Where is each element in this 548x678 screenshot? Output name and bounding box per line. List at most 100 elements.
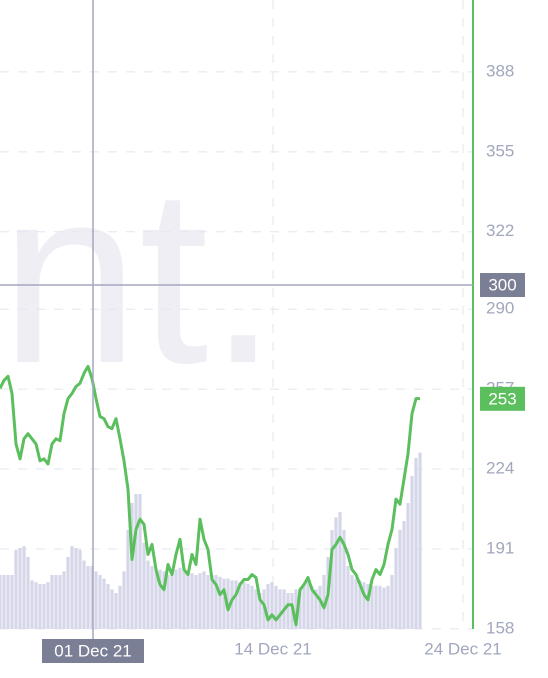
volume-bar [42,584,46,629]
volume-bar [370,585,374,629]
volume-bar [138,494,142,629]
volume-bar [58,575,62,629]
volume-bar [358,580,362,629]
volume-bar [106,584,110,629]
volume-bar [130,503,134,629]
volume-bar [238,582,242,629]
volume-bar [198,573,202,629]
volume-bar [178,567,182,629]
volume-bar [110,589,114,629]
y-tick-label: 224 [486,459,514,478]
volume-bar [346,566,350,629]
price-line [0,364,420,627]
volume-bar [62,571,66,629]
volume-bar [334,517,338,629]
y-tick-label: 158 [486,618,514,637]
volume-bar [142,542,146,629]
volume-bar [150,566,154,629]
volume-bar [310,585,314,629]
volume-bar [18,548,22,629]
crosshair-price-box [480,273,525,298]
volume-bar [114,593,118,629]
volume-bar [234,580,238,629]
volume-bar [342,530,346,629]
last-price-box [480,386,525,411]
volume-bar [94,571,98,629]
volume-bar [70,546,74,629]
volume-bar [274,585,278,629]
volume-bar [26,557,30,629]
volume-bar [98,575,102,629]
volume-bar [406,503,410,629]
volume-bar [402,521,406,629]
volume-bar [278,589,282,629]
volume-bar [414,458,418,629]
x-tick-label: 24 Dec 21 [424,639,502,658]
volume-bar [398,530,402,629]
last-price-label: 253 [488,389,516,408]
volume-bar [382,587,386,629]
volume-bar [294,589,298,629]
volume-bar [14,549,18,629]
volume-bar [30,580,34,629]
volume-bar [50,575,54,629]
volume-bar [338,512,342,629]
volume-bar [418,452,422,629]
volume-bar [22,546,26,629]
crosshair-date-box [42,639,144,663]
volume-bar [154,567,158,629]
volume-bar [162,571,166,629]
y-tick-label: 388 [486,61,514,80]
volume-bar [174,569,178,629]
volume-bar [54,575,58,629]
volume-bar [322,575,326,629]
volume-bar [86,566,90,629]
volume-bar [74,548,78,629]
volume-bar [10,575,14,629]
volume-bar [190,573,194,629]
volume-bar [2,575,6,629]
volume-bar [134,494,138,629]
volume-bar [362,582,366,629]
volume-bar [214,575,218,629]
volume-bar [330,530,334,629]
volume-bar [266,584,270,629]
volume-bar [82,560,86,629]
volume-bar [118,585,122,629]
volume-bar [6,575,10,629]
volume-bar [210,575,214,629]
volume-bar [206,575,210,629]
y-tick-label: 191 [486,538,514,557]
volume-bar [222,578,226,629]
volume-bar [250,585,254,629]
crosshair-date-label: 01 Dec 21 [54,641,132,660]
volume-bar [218,576,222,629]
x-tick-label: 14 Dec 21 [234,639,312,658]
volume-bar [78,549,82,629]
volume-bar [302,585,306,629]
volume-bar [0,575,2,629]
volume-bar [122,571,126,629]
y-tick-label: 290 [486,299,514,318]
volume-bar [258,593,262,629]
volume-bar [246,584,250,629]
volume-bar [386,585,390,629]
volume-bar [374,585,378,629]
volume-bar [394,548,398,629]
volume-bar [390,575,394,629]
volume-bar [46,582,50,629]
watermark: nt. [0,136,278,415]
volume-bar [254,589,258,629]
volume-bar [158,569,162,629]
volume-bar [38,584,42,629]
volume-bar [166,575,170,629]
volume-bar [286,593,290,629]
volume-bar [90,566,94,629]
volume-bar [182,569,186,629]
volume-bar [34,582,38,629]
volume-bar [242,582,246,629]
volume-bar [366,584,370,629]
volume-bar [270,582,274,629]
